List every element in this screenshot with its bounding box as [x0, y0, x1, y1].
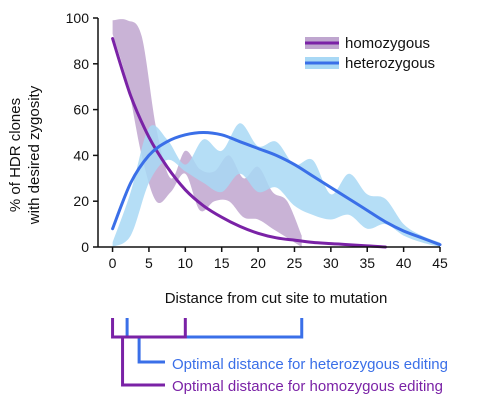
confidence-bands — [112, 19, 440, 247]
y-tick-label: 40 — [73, 147, 89, 163]
optimal-range-annotations: Optimal distance for heterozygous editin… — [111, 318, 448, 395]
heterozygous-range-leader — [137, 337, 165, 364]
plot-area: 0 20 40 60 80 100 0 5 10 15 20 25 30 35 40 45 — [66, 10, 448, 271]
homozygous-range-bracket — [111, 318, 187, 339]
x-tick-label: 35 — [359, 255, 375, 271]
x-tick-label: 5 — [145, 255, 153, 271]
y-axis-title-line1: % of HDR clones — [7, 98, 24, 212]
x-tick-label: 45 — [432, 255, 448, 271]
fit-line-heterozygous — [111, 130, 442, 247]
x-tick-label: 0 — [109, 255, 117, 271]
homozygous-range-label: Optimal distance for homozygous editing — [172, 378, 443, 395]
fit-line-homozygous — [111, 37, 387, 249]
band-homozygous — [112, 19, 302, 247]
x-axis-title: Distance from cut site to mutation — [165, 290, 388, 307]
y-tick-label: 80 — [73, 56, 89, 72]
y-ticks: 0 20 40 60 80 100 — [66, 10, 98, 255]
x-tick-label: 20 — [250, 255, 266, 271]
x-tick-label: 40 — [396, 255, 412, 271]
x-tick-label: 10 — [178, 255, 194, 271]
legend-label-heterozygous: heterozygous — [345, 55, 435, 72]
heterozygous-range-bracket — [125, 318, 304, 339]
x-tick-label: 15 — [214, 255, 230, 271]
band-heterozygous — [112, 123, 440, 247]
range-heterozygous: Optimal distance for heterozygous editin… — [125, 318, 448, 373]
y-axis-title-line2: with desired zygosity — [26, 85, 43, 225]
x-ticks: 0 5 10 15 20 25 30 35 40 45 — [109, 247, 448, 271]
y-tick-label: 0 — [81, 239, 89, 255]
legend: homozygous heterozygous — [305, 35, 435, 72]
heterozygous-range-label: Optimal distance for heterozygous editin… — [172, 356, 448, 373]
y-tick-label: 100 — [66, 10, 90, 26]
y-tick-label: 60 — [73, 102, 89, 118]
range-homozygous: Optimal distance for homozygous editing — [111, 318, 443, 395]
legend-label-homozygous: homozygous — [345, 35, 430, 52]
fit-lines — [111, 37, 442, 249]
axes — [97, 18, 440, 248]
legend-item-homozygous: homozygous — [305, 35, 430, 52]
homozygous-range-leader — [121, 337, 165, 387]
y-tick-label: 20 — [73, 193, 89, 209]
legend-item-heterozygous: heterozygous — [305, 55, 435, 72]
x-tick-label: 25 — [287, 255, 303, 271]
x-tick-label: 30 — [323, 255, 339, 271]
